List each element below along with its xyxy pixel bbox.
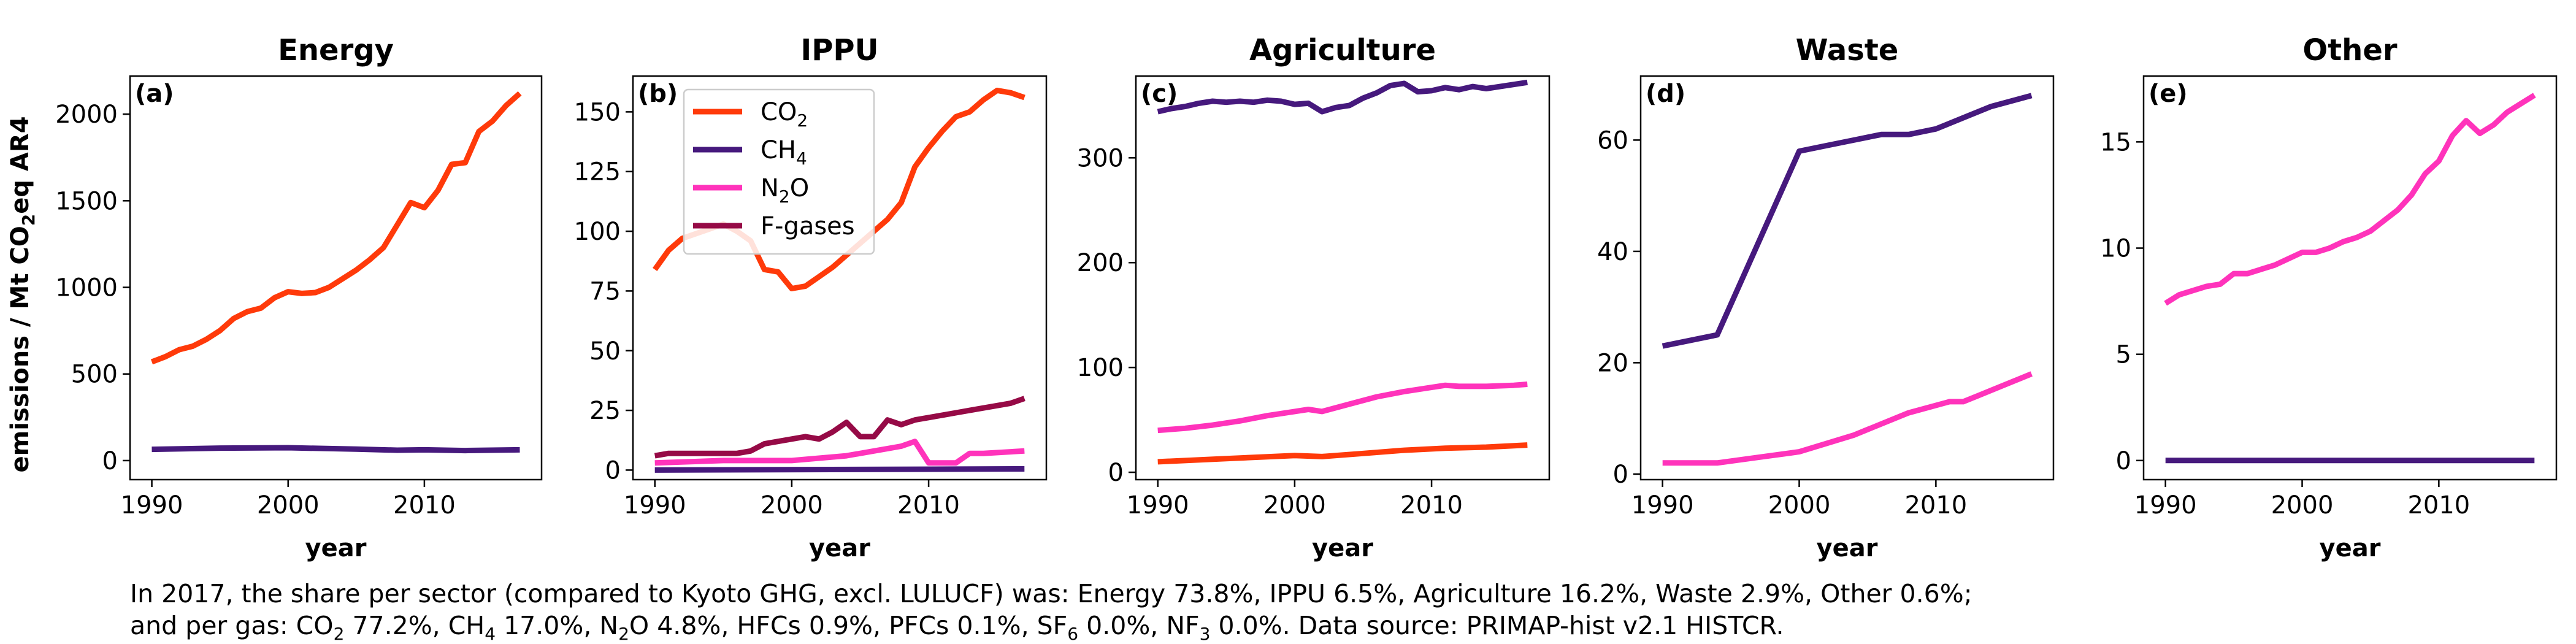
- x-tick-label: 2000: [2271, 491, 2334, 519]
- series-ch4-energy: [151, 445, 520, 454]
- series-n2o-other: [2164, 93, 2536, 306]
- legend: CO2 CH4 N2O F-gases: [683, 88, 875, 255]
- x-tick-label: 2010: [1904, 491, 1967, 519]
- x-tick-label: 1990: [1631, 491, 1694, 519]
- y-tick-label: 100: [574, 218, 621, 246]
- panel-label-ippu: (b): [638, 80, 678, 108]
- x-axis-label-waste: year: [1817, 534, 1878, 562]
- axes-frame-agriculture: [1135, 75, 1551, 481]
- shared-y-axis-label: emissions / Mt CO2eq AR4: [6, 116, 39, 472]
- x-tick-label: 2000: [1263, 491, 1326, 519]
- series-n2o-agriculture: [1157, 381, 1528, 434]
- x-tick-label: 1990: [1127, 491, 1189, 519]
- legend-label-co2: CO2: [761, 98, 808, 131]
- x-axis-label-ippu: year: [809, 534, 870, 562]
- legend-label-ch4: CH4: [761, 136, 807, 169]
- series-ch4-agriculture: [1157, 79, 1528, 115]
- series-n2o-waste: [1662, 371, 2033, 466]
- y-tick-label: 1500: [55, 187, 118, 215]
- y-tick-label: 500: [71, 361, 118, 389]
- axes-frame-other: [2142, 75, 2558, 481]
- panel-title-energy: Energy: [278, 33, 394, 67]
- y-tick-label: 5: [2116, 341, 2131, 369]
- x-tick-label: 2010: [1400, 491, 1463, 519]
- panel-title-other: Other: [2302, 33, 2397, 67]
- x-axis-label-energy: year: [305, 534, 367, 562]
- x-axis-label-agriculture: year: [1312, 534, 1373, 562]
- caption: In 2017, the share per sector (compared …: [130, 578, 2553, 644]
- x-tick-label: 2000: [761, 491, 823, 519]
- series-ch4-waste: [1662, 93, 2033, 349]
- y-tick-label: 0: [1108, 459, 1124, 487]
- axes-frame-waste: [1639, 75, 2055, 481]
- axes-frame-ippu: [632, 75, 1048, 481]
- y-tick-label: 2000: [55, 101, 118, 129]
- series-f-gases-ippu: [654, 396, 1025, 459]
- y-tick-label: 0: [1613, 461, 1628, 489]
- x-tick-label: 1990: [2134, 491, 2197, 519]
- series-n2o-ippu: [654, 439, 1025, 466]
- panel-title-waste: Waste: [1796, 33, 1899, 67]
- legend-label-n2o: N2O: [761, 174, 809, 207]
- panel-label-agriculture: (c): [1141, 80, 1178, 108]
- y-tick-label: 125: [574, 158, 621, 186]
- series-co2-agriculture: [1157, 442, 1528, 465]
- y-tick-label: 0: [605, 456, 621, 485]
- panel-energy: Energy 1990 2000 2010 0 500 1000 1500 2000 year (a…: [55, 33, 543, 562]
- series-co2-energy: [150, 91, 522, 365]
- y-tick-label: 200: [1077, 249, 1124, 277]
- y-tick-label: 300: [1077, 144, 1124, 172]
- y-tick-label: 0: [102, 447, 118, 475]
- x-tick-label: 2000: [1768, 491, 1831, 519]
- panel-waste: Waste 1990 2000 2010 0 20 40 60 year (d): [1597, 33, 2055, 562]
- y-tick-label: 15: [2100, 128, 2131, 156]
- y-tick-label: 1000: [55, 274, 118, 302]
- y-tick-label: 0: [2116, 447, 2131, 475]
- panel-label-waste: (d): [1646, 80, 1685, 108]
- y-tick-label: 75: [589, 277, 621, 305]
- x-tick-label: 1990: [121, 491, 183, 519]
- y-tick-label: 50: [589, 337, 621, 366]
- y-tick-label: 60: [1597, 126, 1628, 155]
- x-tick-label: 2000: [257, 491, 320, 519]
- y-tick-label: 10: [2100, 235, 2131, 263]
- panel-label-energy: (a): [135, 80, 174, 108]
- x-axis-label-other: year: [2320, 534, 2381, 562]
- panel-other: Other 1990 2000 2010 0 5 10 15 year (e): [2100, 33, 2558, 562]
- x-tick-label: 1990: [624, 491, 686, 519]
- caption-line-1: In 2017, the share per sector (compared …: [130, 579, 1972, 608]
- panel-title-ippu: IPPU: [800, 33, 878, 67]
- legend-box: [683, 88, 875, 255]
- y-tick-label: 150: [574, 98, 621, 126]
- panel-title-agriculture: Agriculture: [1249, 33, 1436, 67]
- legend-label-f-gases: F-gases: [761, 212, 855, 240]
- panel-label-other: (e): [2149, 80, 2188, 108]
- x-tick-label: 2010: [2407, 491, 2470, 519]
- y-tick-label: 20: [1597, 349, 1628, 377]
- caption-line-2: and per gas: CO2 77.2%, CH4 17.0%, N2O 4…: [130, 611, 1784, 644]
- y-tick-label: 40: [1597, 238, 1628, 266]
- x-tick-label: 2010: [393, 491, 456, 519]
- series-ch4-ippu: [654, 466, 1025, 473]
- panel-agriculture: Agriculture 1990 2000 2010 0 100 200 300 year (c): [1077, 33, 1551, 562]
- x-tick-label: 2010: [897, 491, 960, 519]
- y-tick-label: 25: [589, 397, 621, 425]
- axes-frame-energy: [129, 75, 543, 481]
- y-tick-label: 100: [1077, 354, 1124, 382]
